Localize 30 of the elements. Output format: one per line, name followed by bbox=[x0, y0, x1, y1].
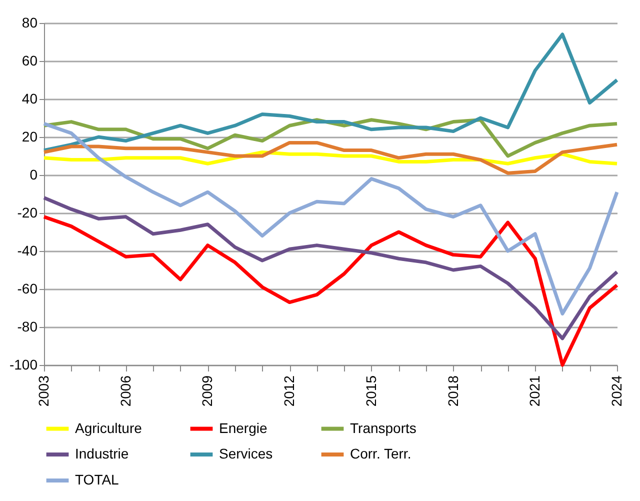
legend-label: Energie bbox=[219, 420, 268, 436]
y-tick-label: 20 bbox=[22, 128, 38, 144]
line-series bbox=[42, 150, 619, 166]
legend-label: Corr. Terr. bbox=[350, 446, 412, 462]
y-tick-label: -40 bbox=[17, 242, 38, 258]
x-tick-label: 2024 bbox=[608, 375, 624, 407]
x-tick-label: 2018 bbox=[444, 375, 461, 407]
legend-label: Agriculture bbox=[75, 420, 142, 436]
y-tick-label: 0 bbox=[30, 166, 38, 182]
line-series bbox=[42, 122, 619, 316]
y-tick-label: 60 bbox=[22, 52, 38, 68]
x-tick-label: 2003 bbox=[36, 375, 52, 407]
x-tick-label: 2015 bbox=[362, 375, 379, 407]
legend-label: Services bbox=[219, 446, 273, 462]
legend-label: Industrie bbox=[75, 446, 129, 462]
y-tick-label: -20 bbox=[17, 204, 38, 220]
y-tick-label: -100 bbox=[9, 356, 38, 372]
y-tick-label: -80 bbox=[17, 318, 38, 334]
x-tick-label: 2006 bbox=[117, 375, 134, 407]
y-tick-label: 40 bbox=[22, 90, 38, 106]
y-tick-label: -60 bbox=[17, 280, 38, 296]
y-tick-label: 80 bbox=[22, 14, 38, 30]
x-tick-label: 2009 bbox=[199, 375, 216, 407]
x-tick-label: 2012 bbox=[281, 375, 298, 407]
legend-label: TOTAL bbox=[75, 472, 120, 488]
line-series bbox=[42, 196, 619, 340]
line-series bbox=[42, 32, 619, 152]
legend-label: Transports bbox=[350, 420, 416, 436]
x-tick-label: 2021 bbox=[526, 375, 543, 407]
line-series bbox=[42, 140, 619, 175]
